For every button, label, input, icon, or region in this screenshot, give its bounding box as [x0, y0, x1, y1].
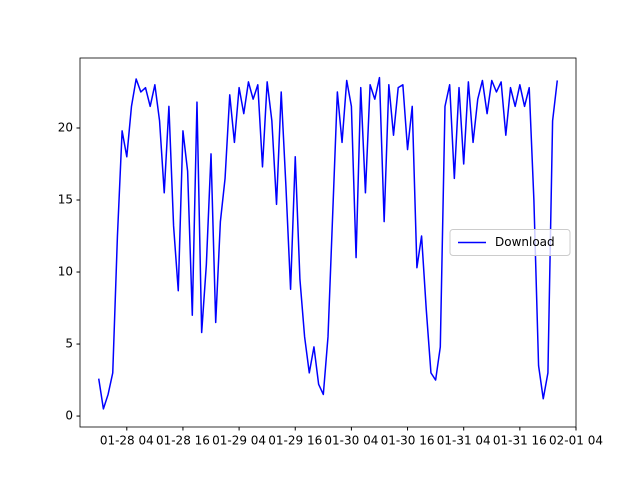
x-tick-label: 01-29 04 — [212, 434, 266, 448]
y-tick-label: 5 — [65, 337, 73, 351]
legend-box — [449, 229, 571, 256]
y-tick-label: 20 — [58, 120, 73, 134]
x-tick-label: 01-31 04 — [437, 434, 491, 448]
data-line — [97, 76, 559, 410]
x-tick-label: 02-01 04 — [549, 434, 603, 448]
y-tick-label: 0 — [65, 409, 73, 423]
x-tick-label: 01-31 16 — [493, 434, 547, 448]
x-tick-label: 01-28 16 — [156, 434, 210, 448]
x-tick-label: 01-28 04 — [100, 434, 154, 448]
y-tick-label: 15 — [58, 193, 73, 207]
axes-frame — [79, 57, 577, 428]
x-tick-label: 01-30 04 — [324, 434, 378, 448]
legend-label: Download — [495, 235, 555, 249]
y-tick-label: 10 — [58, 265, 73, 279]
x-tick-label: 01-30 16 — [381, 434, 435, 448]
x-tick-label: 01-29 16 — [268, 434, 322, 448]
